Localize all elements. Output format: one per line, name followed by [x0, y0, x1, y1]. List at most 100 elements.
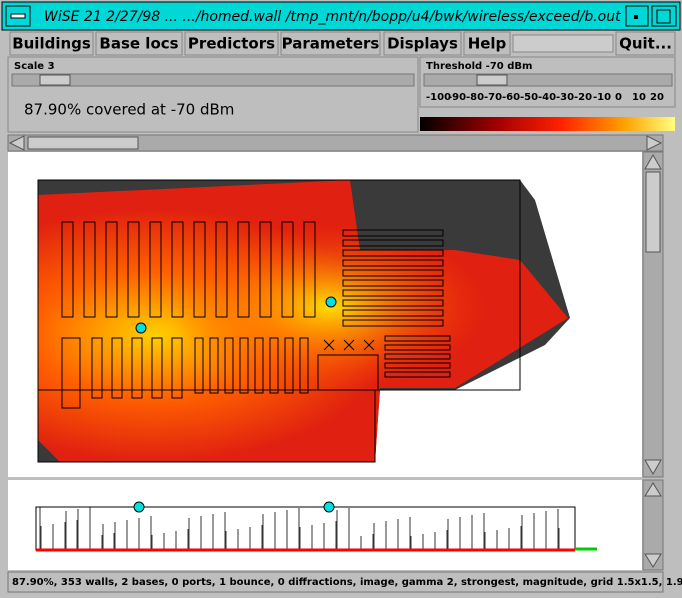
title-bar	[1, 1, 681, 31]
scale-slider[interactable]	[11, 73, 415, 87]
threshold-tick: 20	[650, 92, 664, 103]
wall	[127, 221, 140, 318]
threshold-tick: -60	[502, 92, 520, 103]
wall	[342, 289, 444, 297]
wall	[342, 319, 444, 327]
wall	[342, 299, 444, 307]
wall	[342, 269, 444, 277]
profile-scroll-down[interactable]	[644, 553, 662, 568]
profile-scrollbar[interactable]	[642, 479, 664, 571]
h-scroll-thumb[interactable]	[27, 136, 139, 150]
menu-button[interactable]	[280, 31, 381, 56]
menu-label[interactable]: Base locs	[99, 35, 178, 53]
marker	[343, 339, 355, 351]
threshold-thumb[interactable]	[476, 74, 508, 86]
threshold-tick: -90	[448, 92, 466, 103]
menu-label[interactable]: Quit...	[619, 35, 672, 53]
marker	[323, 339, 335, 351]
marker	[363, 339, 375, 351]
profile-base	[323, 501, 335, 513]
threshold-tick: -20	[574, 92, 592, 103]
base-station[interactable]	[135, 322, 147, 334]
wall	[384, 335, 451, 342]
menu-button[interactable]	[95, 31, 183, 56]
profile-base	[133, 501, 145, 513]
minimize-icon	[634, 15, 638, 19]
profile-view	[8, 480, 642, 570]
wall	[131, 337, 143, 399]
horizontal-scrollbar[interactable]	[7, 134, 664, 152]
color-bar	[420, 117, 675, 131]
wall	[171, 221, 184, 318]
wall	[284, 337, 294, 394]
status-bar	[7, 571, 664, 593]
wall	[342, 239, 444, 247]
wall	[384, 344, 451, 351]
threshold-tick: -10	[593, 92, 611, 103]
wall	[237, 221, 250, 318]
scroll-down[interactable]	[644, 459, 662, 476]
scale-thumb[interactable]	[39, 74, 71, 86]
wall	[342, 259, 444, 267]
wall	[317, 354, 379, 391]
status-text: 87.90%, 353 walls, 2 bases, 0 ports, 1 b…	[12, 577, 682, 588]
walls	[37, 179, 521, 463]
menu-label[interactable]: Parameters	[282, 35, 380, 53]
threshold-tick: -100	[426, 92, 451, 103]
wall	[61, 337, 81, 409]
threshold-tick: -30	[556, 92, 574, 103]
wall	[83, 221, 96, 318]
wall	[105, 221, 118, 318]
base-station[interactable]	[325, 296, 337, 308]
menu-label[interactable]: Displays	[387, 35, 458, 53]
coverage-text: 87.90% covered at -70 dBm	[24, 101, 234, 119]
menu-field[interactable]	[512, 34, 614, 53]
threshold-label: Threshold -70 dBm	[426, 61, 532, 72]
menu-button[interactable]	[184, 31, 279, 56]
wall	[194, 337, 204, 394]
wall	[299, 337, 309, 394]
scale-panel	[7, 56, 419, 133]
wall	[209, 337, 219, 394]
wall	[384, 362, 451, 369]
menu-button[interactable]	[463, 31, 511, 56]
window-title: WiSE 21 2/27/98 ... .../homed.wall /tmp_…	[44, 9, 621, 25]
wall	[342, 309, 444, 317]
scroll-up[interactable]	[644, 153, 662, 170]
wall	[342, 229, 444, 237]
wall	[303, 221, 316, 318]
menu-label[interactable]: Buildings	[12, 35, 91, 53]
wall	[91, 337, 103, 399]
wall	[342, 279, 444, 287]
menu-button[interactable]	[9, 31, 94, 56]
wall	[384, 353, 451, 360]
threshold-tick: -50	[520, 92, 538, 103]
scroll-right[interactable]	[646, 135, 663, 151]
v-scroll-thumb[interactable]	[645, 171, 661, 253]
threshold-tick: 10	[632, 92, 646, 103]
menu-bar: Buildings Base locs Predictors Parameters Di…	[9, 31, 676, 56]
menu-button[interactable]	[615, 31, 676, 56]
window-menu-icon	[10, 13, 26, 19]
wall	[224, 337, 234, 394]
threshold-slider[interactable]	[423, 73, 673, 87]
threshold-tick: -80	[466, 92, 484, 103]
menu-label[interactable]: Help	[468, 35, 507, 53]
threshold-scale: -100-90 -80 -70 -60 -50 -40 -30 -20 -10 0 10 20	[426, 92, 664, 103]
menu-label[interactable]: Predictors	[188, 35, 275, 53]
wall	[254, 337, 264, 394]
wall	[239, 337, 249, 394]
threshold-tick: 0	[615, 92, 622, 103]
wall	[269, 337, 279, 394]
maximize-icon	[656, 9, 671, 24]
wall	[259, 221, 272, 318]
profile-scroll-up[interactable]	[644, 482, 662, 497]
wall	[171, 337, 183, 399]
scroll-left[interactable]	[8, 135, 25, 151]
wall	[111, 337, 123, 399]
wall	[149, 221, 162, 318]
menu-button[interactable]	[383, 31, 462, 56]
wall	[384, 371, 451, 378]
scale-label: Scale 3	[14, 61, 55, 72]
